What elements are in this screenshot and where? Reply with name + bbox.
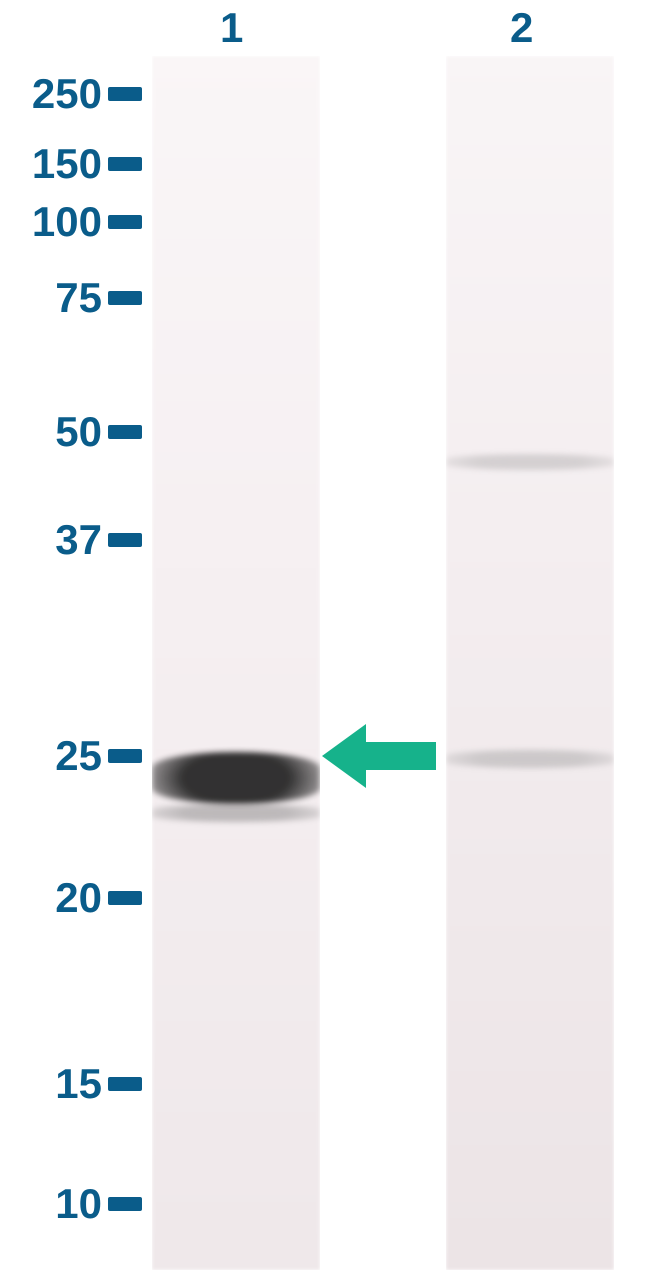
mw-marker-250: 250	[0, 74, 142, 114]
arrow-shaft	[366, 742, 436, 770]
mw-marker-label-100: 100	[32, 198, 108, 246]
mw-marker-100: 100	[0, 202, 142, 242]
band-indicator-arrow	[322, 724, 436, 788]
mw-marker-10: 10	[0, 1184, 142, 1224]
mw-marker-15: 15	[0, 1064, 142, 1104]
mw-marker-label-250: 250	[32, 70, 108, 118]
lane-1	[152, 56, 320, 1270]
mw-marker-label-37: 37	[55, 516, 108, 564]
lane-2-background	[446, 56, 614, 1270]
mw-marker-37: 37	[0, 520, 142, 560]
mw-marker-tick-10	[108, 1197, 142, 1211]
mw-marker-20: 20	[0, 878, 142, 918]
arrow-left-icon	[322, 724, 366, 788]
mw-marker-label-25: 25	[55, 732, 108, 780]
mw-marker-tick-75	[108, 291, 142, 305]
mw-marker-label-20: 20	[55, 874, 108, 922]
mw-marker-50: 50	[0, 412, 142, 452]
mw-marker-label-50: 50	[55, 408, 108, 456]
mw-marker-tick-100	[108, 215, 142, 229]
lane-header-2: 2	[510, 4, 533, 52]
lane-header-1: 1	[220, 4, 243, 52]
blot-canvas: 1 2 250 150 100 75 50 37 25 20 15 10	[0, 0, 650, 1270]
mw-marker-tick-37	[108, 533, 142, 547]
mw-marker-tick-25	[108, 749, 142, 763]
mw-marker-label-10: 10	[55, 1180, 108, 1228]
lane-2	[446, 56, 614, 1270]
mw-marker-tick-15	[108, 1077, 142, 1091]
lane-1-band-1	[152, 752, 320, 804]
mw-marker-150: 150	[0, 144, 142, 184]
lane-2-band-2	[446, 750, 614, 768]
mw-marker-tick-50	[108, 425, 142, 439]
lane-1-background	[152, 56, 320, 1270]
lane-2-band-1	[446, 454, 614, 470]
mw-marker-label-75: 75	[55, 274, 108, 322]
mw-marker-tick-20	[108, 891, 142, 905]
mw-marker-25: 25	[0, 736, 142, 776]
mw-marker-label-15: 15	[55, 1060, 108, 1108]
lane-1-band-2	[152, 804, 320, 822]
mw-marker-tick-150	[108, 157, 142, 171]
mw-marker-label-150: 150	[32, 140, 108, 188]
mw-marker-tick-250	[108, 87, 142, 101]
mw-marker-75: 75	[0, 278, 142, 318]
